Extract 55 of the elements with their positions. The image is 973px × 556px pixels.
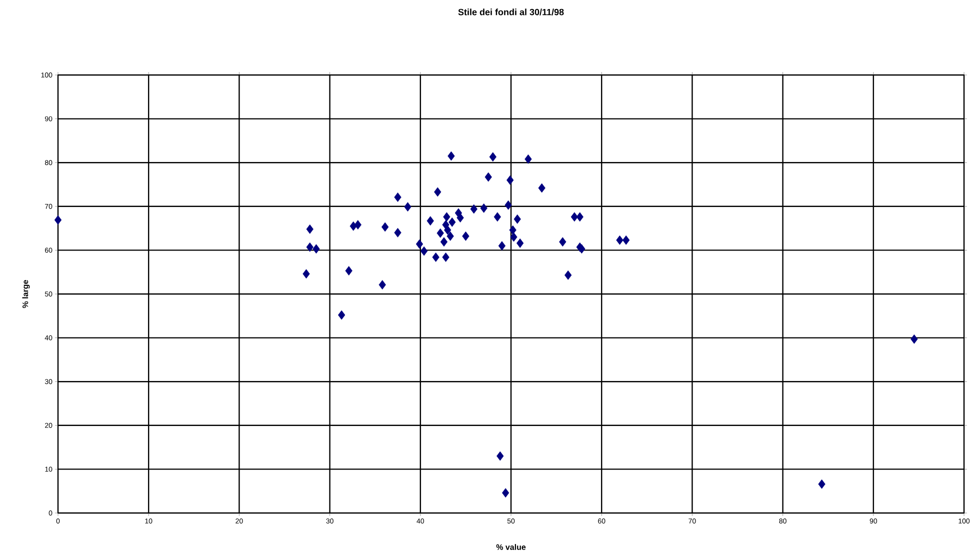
point bbox=[514, 214, 521, 224]
point bbox=[910, 334, 918, 344]
point bbox=[434, 187, 442, 197]
point bbox=[484, 172, 492, 182]
point bbox=[496, 451, 504, 461]
point bbox=[440, 237, 448, 247]
point bbox=[470, 204, 478, 214]
point bbox=[510, 232, 518, 242]
point bbox=[489, 152, 496, 162]
point bbox=[446, 231, 454, 241]
point bbox=[462, 231, 470, 241]
point bbox=[538, 183, 546, 193]
y-axis-title: % large bbox=[22, 280, 30, 308]
point bbox=[378, 280, 386, 290]
point bbox=[394, 192, 402, 202]
point bbox=[480, 203, 488, 213]
point bbox=[444, 225, 452, 235]
point bbox=[345, 266, 352, 276]
point bbox=[432, 252, 440, 262]
point bbox=[426, 216, 434, 226]
point bbox=[306, 242, 314, 252]
point bbox=[576, 212, 584, 222]
point bbox=[394, 228, 402, 238]
point bbox=[416, 239, 424, 249]
point bbox=[516, 238, 524, 248]
point bbox=[494, 212, 501, 222]
point bbox=[506, 175, 514, 185]
point bbox=[54, 215, 62, 225]
point bbox=[509, 225, 516, 235]
point bbox=[448, 151, 455, 161]
point bbox=[306, 224, 314, 234]
point bbox=[456, 213, 464, 222]
point bbox=[442, 252, 450, 262]
chart-title: Stile dei fondi al 30/11/98 bbox=[458, 8, 564, 16]
point bbox=[338, 310, 346, 320]
point bbox=[524, 154, 532, 164]
point bbox=[498, 241, 506, 251]
x-axis-title: % value bbox=[496, 544, 526, 550]
point bbox=[564, 270, 572, 280]
point bbox=[404, 202, 412, 212]
point bbox=[354, 220, 362, 230]
point bbox=[436, 228, 444, 238]
point bbox=[302, 269, 310, 279]
point bbox=[570, 212, 578, 222]
point bbox=[559, 237, 566, 247]
point bbox=[448, 217, 456, 227]
point bbox=[622, 235, 630, 245]
point bbox=[420, 246, 428, 256]
point bbox=[502, 488, 510, 498]
point bbox=[616, 235, 624, 245]
point bbox=[312, 244, 320, 254]
point bbox=[443, 212, 450, 222]
point bbox=[381, 222, 389, 232]
point bbox=[504, 200, 512, 210]
point bbox=[818, 479, 826, 489]
